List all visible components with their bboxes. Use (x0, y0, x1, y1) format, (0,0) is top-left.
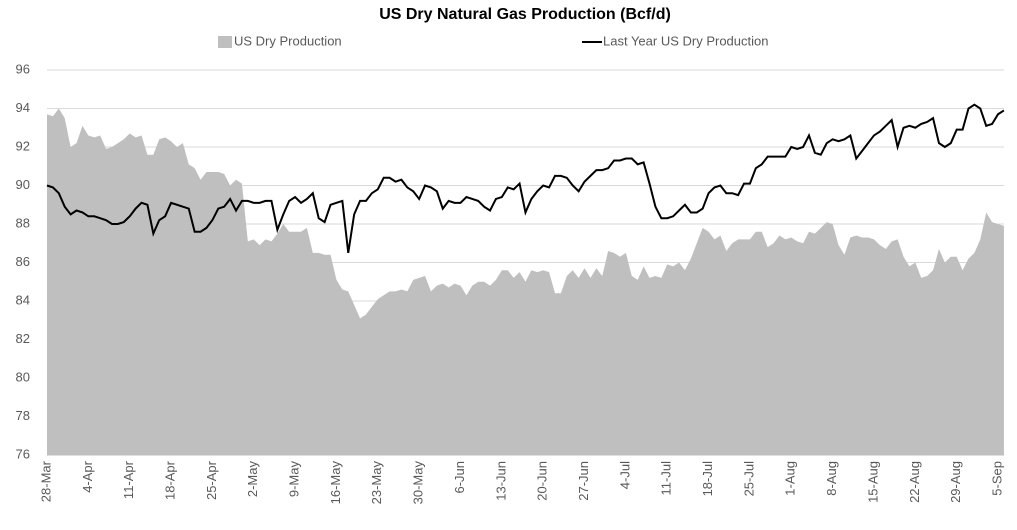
y-tick-label: 76 (16, 446, 30, 461)
x-tick-label: 1-Aug (783, 461, 798, 496)
y-tick-label: 90 (16, 177, 30, 192)
x-tick-label: 29-Aug (948, 461, 963, 503)
legend-label: US Dry Production (234, 33, 342, 48)
y-tick-label: 92 (16, 138, 30, 153)
y-tick-label: 84 (16, 292, 30, 307)
x-tick-label: 4-Apr (80, 460, 95, 492)
x-tick-label: 11-Jul (659, 461, 674, 496)
y-tick-label: 82 (16, 331, 30, 346)
x-tick-label: 13-Jun (493, 461, 508, 501)
x-tick-label: 2-May (245, 461, 260, 498)
x-tick-label: 27-Jun (576, 461, 591, 501)
y-tick-label: 94 (16, 100, 30, 115)
y-tick-label: 88 (16, 215, 30, 230)
x-tick-label: 11-Apr (121, 460, 136, 499)
chart-title: US Dry Natural Gas Production (Bcf/d) (379, 6, 671, 23)
y-tick-label: 80 (16, 369, 30, 384)
x-tick-label: 25-Apr (204, 460, 219, 500)
y-tick-label: 86 (16, 254, 30, 269)
x-tick-label: 25-Jul (741, 461, 756, 497)
x-tick-label: 23-May (369, 461, 384, 505)
x-tick-label: 18-Jul (700, 461, 715, 497)
x-tick-label: 8-Aug (824, 461, 839, 496)
x-tick-label: 20-Jun (535, 461, 550, 501)
x-tick-label: 15-Aug (865, 461, 880, 503)
legend-swatch (218, 36, 232, 48)
line (46, 103, 1005, 254)
legend-label: Last Year US Dry Production (603, 33, 768, 48)
x-tick-label: 5-Sep (989, 461, 1004, 496)
x-tick-label: 22-Aug (907, 461, 922, 503)
x-tick-label: 30-May (411, 461, 426, 505)
x-tick-label: 28-Mar (38, 460, 53, 502)
x-tick-label: 6-Jun (452, 461, 467, 494)
y-tick-label: 96 (16, 61, 30, 76)
area (47, 108, 1004, 455)
y-tick-label: 78 (16, 408, 30, 423)
x-tick-label: 16-May (328, 461, 343, 505)
legend: US Dry Production Last Year US Dry Produc… (218, 33, 768, 48)
x-tick-label: 4-Jul (617, 461, 632, 489)
x-tick-label: 18-Apr (162, 460, 177, 500)
x-tick-label: 9-May (287, 461, 302, 498)
